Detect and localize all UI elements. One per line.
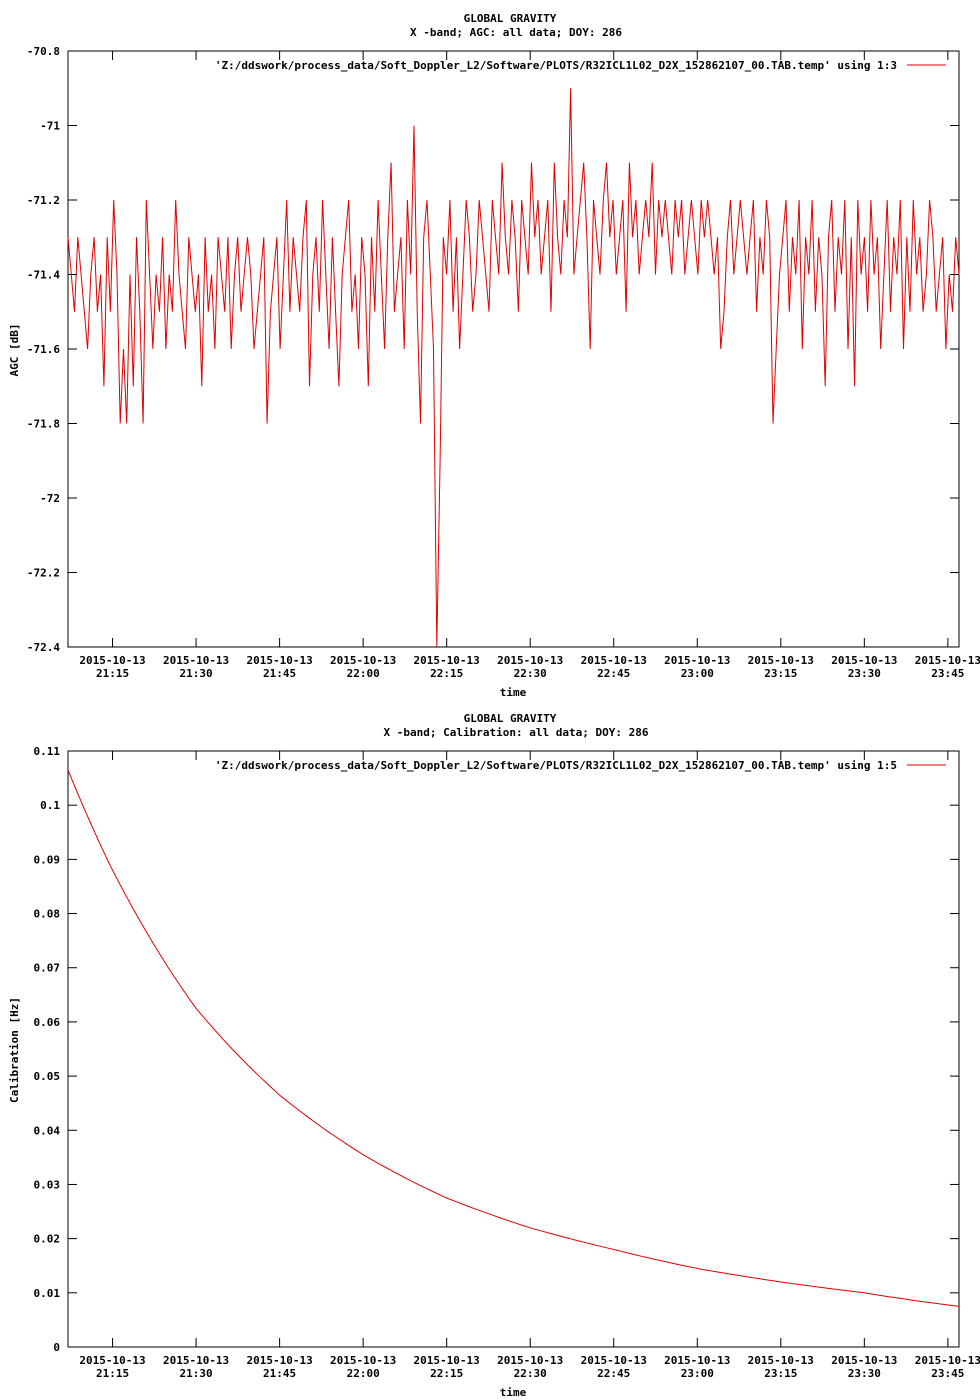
agc-x-tick-time: 21:15 xyxy=(96,667,129,680)
agc-x-tick-date: 2015-10-13 xyxy=(581,654,647,667)
calibration-y-axis-label: Calibration [Hz] xyxy=(8,997,21,1103)
agc-y-tick-label: -71.2 xyxy=(27,194,60,207)
calibration-y-axis: 0.11 0.1 0.09 0.08 0.07 0.06 0.05 0.04 0.03 0.02 0… xyxy=(34,745,959,1354)
calibration-x-tick-date: 2015-10-13 xyxy=(497,1354,563,1367)
agc-y-tick-label: -72 xyxy=(40,492,60,505)
calibration-y-tick-label: 0.1 xyxy=(40,799,60,812)
agc-x-tick-date: 2015-10-13 xyxy=(246,654,312,667)
agc-x-tick-time: 23:15 xyxy=(764,667,797,680)
calibration-x-axis: 2015-10-1321:152015-10-1321:302015-10-13… xyxy=(79,751,980,1380)
calibration-x-tick-date: 2015-10-13 xyxy=(831,1354,897,1367)
calibration-x-tick-date: 2015-10-13 xyxy=(581,1354,647,1367)
calibration-y-tick-label: 0.02 xyxy=(34,1233,61,1246)
calibration-x-tick-time: 23:30 xyxy=(848,1367,881,1380)
agc-x-tick-time: 23:30 xyxy=(848,667,881,680)
calibration-x-tick-date: 2015-10-13 xyxy=(163,1354,229,1367)
agc-y-tick-label: -71 xyxy=(40,120,60,133)
calibration-x-tick-date: 2015-10-13 xyxy=(414,1354,480,1367)
calibration-x-tick-date: 2015-10-13 xyxy=(246,1354,312,1367)
calibration-x-tick-date: 2015-10-13 xyxy=(79,1354,145,1367)
agc-y-tick-label: -71.8 xyxy=(27,418,60,431)
calibration-legend-label: 'Z:/ddswork/process_data/Soft_Doppler_L2… xyxy=(215,759,897,772)
agc-x-tick-date: 2015-10-13 xyxy=(163,654,229,667)
agc-y-axis-label: AGC [dB] xyxy=(8,324,21,377)
agc-y-tick-label: -71.4 xyxy=(27,269,60,282)
agc-x-tick-date: 2015-10-13 xyxy=(497,654,563,667)
calibration-legend: 'Z:/ddswork/process_data/Soft_Doppler_L2… xyxy=(215,759,946,772)
agc-y-tick-label: -70.8 xyxy=(27,45,60,58)
calibration-plot-title: GLOBAL GRAVITY xyxy=(464,712,557,725)
agc-x-tick-time: 22:45 xyxy=(597,667,630,680)
calibration-y-tick-label: 0 xyxy=(53,1341,60,1354)
agc-x-tick-time: 22:00 xyxy=(347,667,380,680)
calibration-x-tick-date: 2015-10-13 xyxy=(330,1354,396,1367)
calibration-x-tick-time: 21:15 xyxy=(96,1367,129,1380)
calibration-x-tick-date: 2015-10-13 xyxy=(748,1354,814,1367)
agc-plot-title: GLOBAL GRAVITY xyxy=(464,12,557,25)
calibration-y-tick-label: 0.07 xyxy=(34,962,61,975)
calibration-series-line xyxy=(67,769,960,1307)
calibration-y-tick-label: 0.04 xyxy=(34,1124,61,1137)
agc-x-tick-time: 21:45 xyxy=(263,667,296,680)
calibration-x-tick-time: 21:45 xyxy=(263,1367,296,1380)
calibration-y-tick-label: 0.01 xyxy=(34,1287,61,1300)
calibration-x-tick-date: 2015-10-13 xyxy=(915,1354,980,1367)
agc-x-axis: 2015-10-1321:152015-10-1321:302015-10-13… xyxy=(79,51,980,680)
agc-y-tick-label: -72.4 xyxy=(27,641,60,654)
agc-plot-frame xyxy=(67,50,960,648)
agc-x-tick-time: 23:00 xyxy=(681,667,714,680)
calibration-x-tick-time: 23:00 xyxy=(681,1367,714,1380)
agc-x-tick-time: 22:15 xyxy=(430,667,463,680)
calibration-x-tick-date: 2015-10-13 xyxy=(664,1354,730,1367)
calibration-y-tick-label: 0.09 xyxy=(34,853,61,866)
agc-x-tick-date: 2015-10-13 xyxy=(414,654,480,667)
agc-legend: 'Z:/ddswork/process_data/Soft_Doppler_L2… xyxy=(215,59,946,72)
agc-x-axis-label: time xyxy=(500,686,527,699)
calibration-x-tick-time: 22:45 xyxy=(597,1367,630,1380)
calibration-x-tick-time: 23:15 xyxy=(764,1367,797,1380)
agc-plot-subtitle: X -band; AGC: all data; DOY: 286 xyxy=(410,26,622,39)
calibration-y-tick-label: 0.03 xyxy=(34,1178,61,1191)
calibration-x-tick-time: 22:00 xyxy=(347,1367,380,1380)
calibration-y-tick-label: 0.11 xyxy=(34,745,61,758)
agc-plot: GLOBAL GRAVITY X -band; AGC: all data; D… xyxy=(8,12,980,699)
calibration-x-axis-label: time xyxy=(500,1386,527,1399)
calibration-x-tick-time: 23:45 xyxy=(931,1367,964,1380)
agc-x-tick-date: 2015-10-13 xyxy=(664,654,730,667)
calibration-plot: GLOBAL GRAVITY X -band; Calibration: all… xyxy=(8,712,980,1399)
agc-series-line xyxy=(67,88,960,648)
agc-legend-label: 'Z:/ddswork/process_data/Soft_Doppler_L2… xyxy=(215,59,897,72)
agc-x-tick-date: 2015-10-13 xyxy=(831,654,897,667)
calibration-y-tick-label: 0.06 xyxy=(34,1016,61,1029)
calibration-x-tick-time: 22:15 xyxy=(430,1367,463,1380)
calibration-plot-subtitle: X -band; Calibration: all data; DOY: 286 xyxy=(384,726,649,739)
calibration-y-tick-label: 0.05 xyxy=(34,1070,61,1083)
agc-y-tick-label: -72.2 xyxy=(27,567,60,580)
calibration-x-tick-time: 22:30 xyxy=(514,1367,547,1380)
agc-x-tick-time: 22:30 xyxy=(514,667,547,680)
agc-x-tick-time: 21:30 xyxy=(180,667,213,680)
agc-x-tick-date: 2015-10-13 xyxy=(79,654,145,667)
calibration-y-tick-label: 0.08 xyxy=(34,908,61,921)
agc-x-tick-date: 2015-10-13 xyxy=(748,654,814,667)
agc-y-axis: -70.8 -71 -71.2 -71.4 -71.6 -71.8 -72 -72.2 -72.… xyxy=(27,45,959,654)
agc-y-tick-label: -71.6 xyxy=(27,343,60,356)
agc-x-tick-time: 23:45 xyxy=(931,667,964,680)
agc-x-tick-date: 2015-10-13 xyxy=(915,654,980,667)
calibration-plot-frame xyxy=(67,750,960,1348)
calibration-x-tick-time: 21:30 xyxy=(180,1367,213,1380)
agc-x-tick-date: 2015-10-13 xyxy=(330,654,396,667)
